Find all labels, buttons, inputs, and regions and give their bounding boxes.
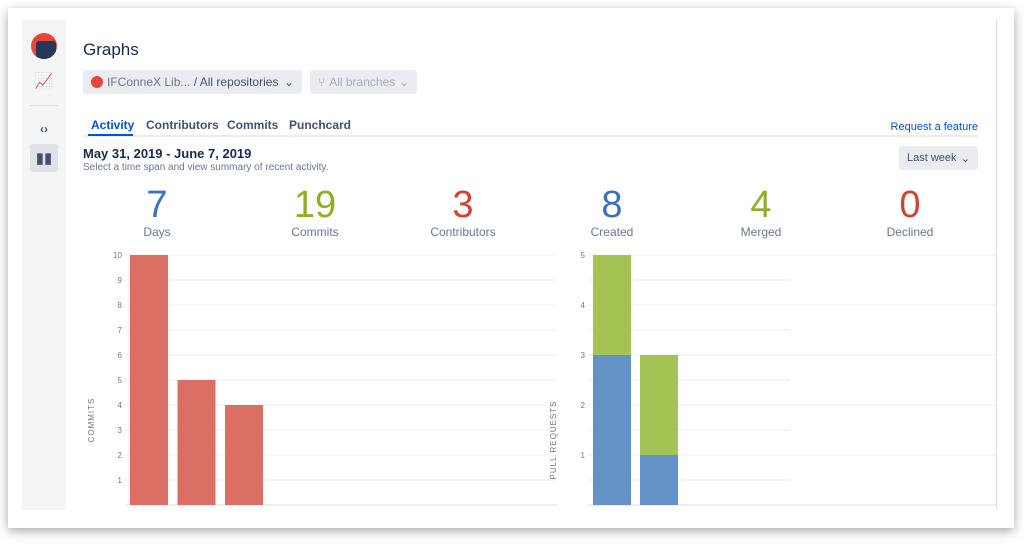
y-tick-label: 3 bbox=[118, 426, 123, 435]
graphs-icon[interactable]: ▮▮ bbox=[30, 144, 58, 172]
insights-icon[interactable]: 📈 bbox=[34, 73, 54, 90]
stat-days: 7 Days bbox=[87, 185, 227, 239]
period-select[interactable]: Last week ⌄ bbox=[899, 146, 978, 170]
date-hint: Select a time span and view summary of r… bbox=[83, 162, 329, 173]
y-tick-label: 5 bbox=[118, 376, 123, 385]
sidebar: 📈 ‹› ▮▮ bbox=[22, 20, 66, 510]
y-tick-label: 3 bbox=[581, 351, 586, 360]
page-title: Graphs bbox=[83, 40, 139, 59]
repository-selector[interactable]: IFConneX Lib... / All repositories ⌄ bbox=[83, 70, 302, 94]
stat-commits: 19 Commits bbox=[245, 185, 385, 239]
branch-selector[interactable]: ⑂ All branches ⌄ bbox=[310, 70, 417, 94]
source-code-icon[interactable]: ‹› bbox=[40, 122, 48, 136]
app-window: 📈 ‹› ▮▮ Graphs IFConneX Lib... / All rep… bbox=[22, 20, 997, 510]
chevron-down-icon: ⌄ bbox=[960, 152, 970, 165]
y-tick-label: 4 bbox=[581, 301, 586, 310]
stat-label: Declined bbox=[886, 225, 934, 239]
stat-value: 7 bbox=[146, 184, 168, 226]
y-tick-label: 5 bbox=[581, 251, 586, 260]
commit-bar bbox=[225, 405, 263, 505]
y-tick-label: 2 bbox=[118, 451, 123, 460]
stat-label: Days bbox=[143, 225, 171, 239]
y-tick-label: 10 bbox=[113, 251, 122, 260]
y-tick-label: 1 bbox=[118, 476, 123, 485]
stat-value: 4 bbox=[750, 184, 772, 226]
stat-contributors: 3 Contributors bbox=[393, 185, 533, 239]
tab-contributors[interactable]: Contributors bbox=[146, 118, 219, 132]
tab-activity[interactable]: Activity bbox=[91, 118, 135, 132]
chevron-down-icon: ⌄ bbox=[399, 75, 410, 89]
project-avatar[interactable] bbox=[30, 32, 58, 60]
y-tick-label: 1 bbox=[581, 451, 586, 460]
stat-created: 8 Created bbox=[542, 185, 682, 239]
pull-request-bar-segment bbox=[640, 455, 678, 505]
stat-value: 19 bbox=[293, 184, 337, 226]
y-tick-label: 6 bbox=[118, 351, 123, 360]
pull-request-bar-segment bbox=[640, 355, 678, 455]
branch-icon: ⑂ bbox=[318, 75, 326, 89]
y-tick-label: 4 bbox=[118, 401, 123, 410]
period-label: Last week bbox=[907, 152, 957, 164]
stat-label: Contributors bbox=[430, 225, 496, 239]
stat-label: Merged bbox=[740, 225, 782, 239]
stat-merged: 4 Merged bbox=[691, 185, 831, 239]
stat-declined: 0 Declined bbox=[840, 185, 980, 239]
y-tick-label: 9 bbox=[118, 276, 123, 285]
repo-icon bbox=[91, 76, 103, 88]
active-tab-indicator bbox=[88, 134, 133, 136]
y-axis-label: PULL REQUESTS bbox=[549, 401, 558, 480]
chevron-down-icon: ⌄ bbox=[283, 75, 294, 89]
y-tick-label: 7 bbox=[118, 326, 123, 335]
request-feature-link[interactable]: Request a feature bbox=[890, 121, 978, 133]
tabs-underline bbox=[83, 135, 978, 137]
date-range: May 31, 2019 - June 7, 2019 bbox=[83, 146, 252, 161]
tab-punchcard[interactable]: Punchcard bbox=[289, 118, 352, 132]
pull-request-bar-segment bbox=[593, 355, 631, 505]
repo-scope: / All repositories bbox=[193, 75, 279, 89]
y-tick-label: 2 bbox=[581, 401, 586, 410]
stat-label: Commits bbox=[291, 225, 339, 239]
charts: 1 2 3 4 5 6 7 8 9 10 COMMITS 1 2 3 4 5 PULL REQUESTS bbox=[87, 251, 996, 506]
repo-label: IFConneX Lib... bbox=[107, 75, 191, 89]
stat-value: 8 bbox=[601, 184, 623, 226]
commit-bar bbox=[130, 255, 168, 505]
tab-commits[interactable]: Commits bbox=[227, 118, 279, 132]
sidebar-divider bbox=[30, 105, 58, 106]
stat-value: 3 bbox=[452, 184, 474, 226]
branch-label: All branches bbox=[329, 75, 396, 89]
y-axis-label: COMMITS bbox=[87, 398, 96, 443]
pull-request-bar-segment bbox=[593, 255, 631, 355]
y-tick-label: 8 bbox=[118, 301, 123, 310]
stat-label: Created bbox=[590, 225, 634, 239]
stat-value: 0 bbox=[899, 184, 921, 226]
commit-bar bbox=[177, 380, 216, 505]
